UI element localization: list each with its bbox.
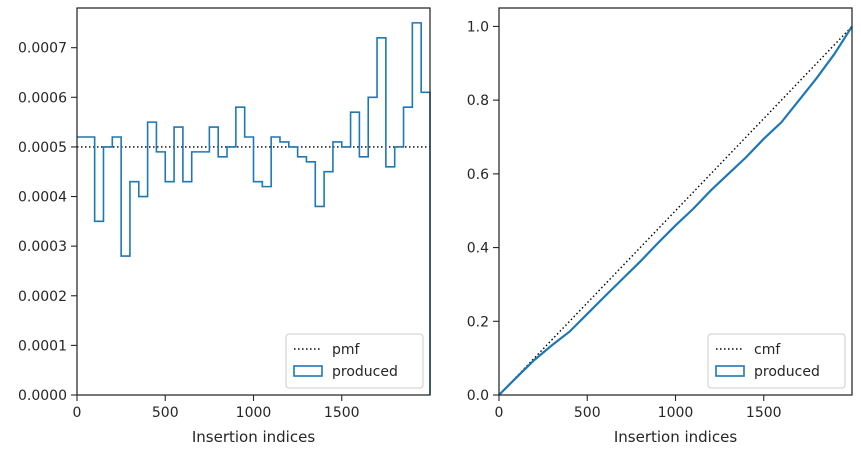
right-x-tick-label: 0 (495, 405, 504, 421)
left-legend-box (285, 333, 424, 389)
left-plot-frame (76, 7, 431, 396)
right-series-group (498, 25, 853, 396)
left-tick-labels: 0 500 1000 1500 0.0000 0.0001 0.0002 0.0003 0.00… (18, 41, 360, 421)
right-chart-panel: 0 500 1000 1500 0.0 0.2 0.4 0.6 0.8 1.0 Insertion… (467, 7, 853, 446)
left-y-tick-label: 0.0004 (18, 190, 67, 206)
right-tick-marks (493, 25, 765, 401)
left-y-tick-label: 0.0002 (18, 289, 67, 305)
right-y-tick-label: 1.0 (467, 19, 489, 35)
left-legend-swatch-produced (293, 365, 323, 377)
right-x-axis-label: Insertion indices (614, 428, 737, 446)
left-x-tick-label: 1000 (236, 405, 272, 421)
right-series-produced (498, 25, 853, 396)
left-x-tick-label: 500 (152, 405, 179, 421)
right-x-tick-label: 1500 (746, 405, 782, 421)
left-y-tick-label: 0.0000 (18, 388, 67, 404)
right-x-tick-label: 1000 (658, 405, 694, 421)
left-x-tick-label: 1500 (324, 405, 360, 421)
left-x-tick-label: 0 (73, 405, 82, 421)
right-y-tick-label: 0.4 (467, 241, 489, 257)
right-x-tick-label: 500 (574, 405, 601, 421)
right-legend-label-cmf: cmf (754, 342, 781, 358)
left-x-axis-label: Insertion indices (192, 428, 315, 446)
right-legend-label-produced: produced (754, 364, 820, 380)
left-y-tick-label: 0.0001 (18, 338, 67, 354)
left-y-tick-label: 0.0005 (18, 140, 67, 156)
left-series-produced (77, 22, 431, 395)
left-series-group (77, 22, 431, 395)
right-tick-labels: 0 500 1000 1500 0.0 0.2 0.4 0.6 0.8 1.0 (467, 19, 782, 421)
right-y-tick-label: 0.6 (467, 167, 489, 183)
right-y-tick-label: 0.0 (467, 388, 489, 404)
right-legend: cmf produced (707, 333, 846, 389)
left-chart-panel: 0 500 1000 1500 0.0000 0.0001 0.0002 0.0003 0.00… (18, 7, 431, 446)
right-series-cmf (498, 25, 853, 396)
left-y-tick-label: 0.0003 (18, 239, 67, 255)
left-legend-label-produced: produced (332, 364, 398, 380)
right-legend-box (707, 333, 846, 389)
left-legend: pmf produced (285, 333, 424, 389)
left-y-tick-label: 0.0006 (18, 90, 67, 106)
right-plot-frame (498, 7, 853, 396)
right-y-tick-label: 0.2 (467, 314, 489, 330)
right-legend-swatch-produced (715, 365, 745, 377)
left-legend-label-pmf: pmf (332, 342, 361, 358)
left-tick-marks (71, 47, 343, 401)
left-y-tick-label: 0.0007 (18, 41, 67, 57)
right-y-tick-label: 0.8 (467, 93, 489, 109)
